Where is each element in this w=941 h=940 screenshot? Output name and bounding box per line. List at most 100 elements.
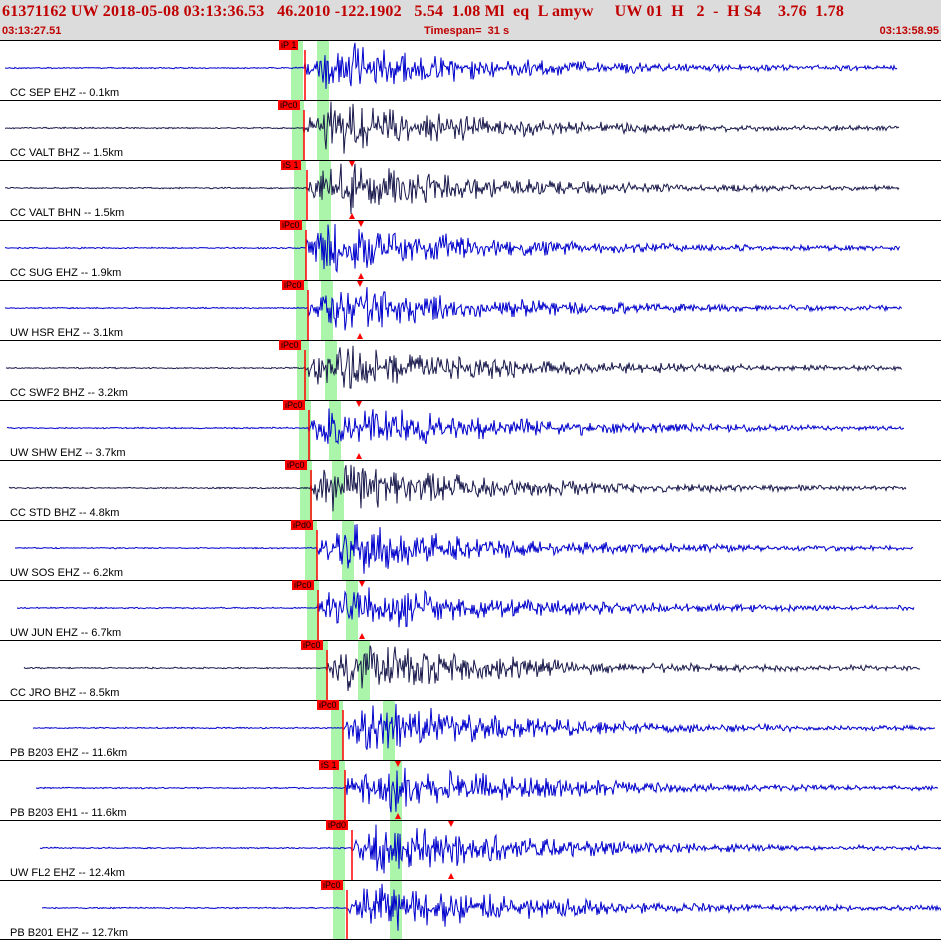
pick-window-band bbox=[317, 40, 329, 100]
waveform[interactable] bbox=[5, 101, 900, 154]
start-time: 03:13:27.51 bbox=[2, 25, 62, 37]
pick-window-band bbox=[300, 460, 312, 520]
waveform[interactable] bbox=[4, 287, 903, 331]
pick-window-band bbox=[307, 580, 319, 640]
pick-window-band bbox=[331, 700, 343, 760]
pick-window-band bbox=[319, 160, 331, 220]
s-pick-marker-bottom[interactable] bbox=[357, 333, 363, 339]
s-pick-marker-top[interactable] bbox=[358, 221, 364, 227]
pick-flag[interactable]: iPc0 bbox=[285, 460, 307, 470]
channel-row[interactable] bbox=[0, 100, 941, 160]
s-pick-marker-top[interactable] bbox=[357, 281, 363, 287]
channel-row[interactable] bbox=[0, 160, 941, 220]
pick-flag[interactable]: iS 1 bbox=[319, 760, 339, 770]
waveform[interactable] bbox=[16, 587, 915, 628]
channel-label: CC JRO BHZ -- 8.5km bbox=[10, 687, 120, 699]
pick-flag[interactable]: iPc0 bbox=[278, 100, 300, 110]
channel-label: UW FL2 EHZ -- 12.4km bbox=[10, 867, 125, 879]
timespan: Timespan= 31 s bbox=[424, 25, 510, 37]
channel-row[interactable] bbox=[0, 220, 941, 280]
channel-label: UW SOS EHZ -- 6.2km bbox=[10, 567, 124, 579]
waveform[interactable] bbox=[4, 42, 898, 89]
pick-window-band bbox=[333, 880, 345, 940]
channel-row[interactable] bbox=[0, 700, 941, 760]
pick-window-band bbox=[297, 340, 309, 400]
pick-window-band bbox=[291, 40, 303, 100]
waveform[interactable] bbox=[41, 883, 941, 931]
pick-flag[interactable]: iPc0 bbox=[282, 280, 304, 290]
pick-flag[interactable]: iS 1 bbox=[281, 160, 301, 170]
waveform[interactable] bbox=[23, 645, 921, 692]
channel-label: CC VALT BHZ -- 1.5km bbox=[10, 147, 124, 159]
pick-flag[interactable]: iPc0 bbox=[301, 640, 323, 650]
s-pick-marker-top[interactable] bbox=[395, 761, 401, 767]
pick-window-band bbox=[333, 760, 345, 820]
channel-label: UW JUN EHZ -- 6.7km bbox=[10, 627, 122, 639]
event-summary: 61371162 UW 2018-05-08 03:13:36.53 46.20… bbox=[2, 3, 845, 20]
pick-window-band bbox=[294, 220, 306, 280]
channel-label: UW HSR EHZ -- 3.1km bbox=[10, 327, 124, 339]
waveform[interactable] bbox=[5, 163, 900, 215]
pick-window-band bbox=[346, 580, 358, 640]
s-pick-marker-top[interactable] bbox=[448, 821, 454, 827]
channel-label: PB B203 EH1 -- 11.6km bbox=[10, 807, 127, 819]
waveform[interactable] bbox=[5, 345, 903, 389]
s-pick-marker-top[interactable] bbox=[356, 401, 362, 407]
pick-flag[interactable]: iPc0 bbox=[317, 700, 339, 710]
channel-row[interactable] bbox=[0, 580, 941, 640]
trace-canvas[interactable] bbox=[0, 40, 941, 940]
channel-row[interactable] bbox=[0, 280, 941, 340]
waveform[interactable] bbox=[39, 824, 941, 874]
channel-row[interactable] bbox=[0, 880, 941, 940]
pick-flag[interactable]: iPc0 bbox=[279, 340, 301, 350]
channel-label: CC SEP EHZ -- 0.1km bbox=[10, 87, 120, 99]
pick-window-band bbox=[316, 640, 328, 700]
pick-flag[interactable]: iPd0 bbox=[291, 520, 314, 530]
pick-flag[interactable]: iPc0 bbox=[283, 400, 305, 410]
pick-flag[interactable]: iPd0 bbox=[326, 820, 349, 830]
waveform[interactable] bbox=[14, 524, 914, 574]
pick-window-band bbox=[305, 520, 317, 580]
waveform[interactable] bbox=[8, 464, 907, 512]
channel-row[interactable] bbox=[0, 460, 941, 520]
s-pick-marker-top[interactable] bbox=[349, 161, 355, 167]
channel-row[interactable] bbox=[0, 640, 941, 700]
channel-row[interactable] bbox=[0, 400, 941, 460]
channel-label: CC STD BHZ -- 4.8km bbox=[10, 507, 120, 519]
s-pick-marker-top[interactable] bbox=[359, 581, 365, 587]
channel-row[interactable] bbox=[0, 760, 941, 820]
channel-row[interactable] bbox=[0, 340, 941, 400]
pick-flag[interactable]: iPc0 bbox=[321, 880, 343, 890]
event-header: 61371162 UW 2018-05-08 03:13:36.53 46.20… bbox=[0, 0, 941, 41]
s-pick-marker-bottom[interactable] bbox=[359, 633, 365, 639]
s-pick-marker-bottom[interactable] bbox=[358, 273, 364, 279]
pick-window-band bbox=[332, 460, 344, 520]
end-time: 03:13:58.95 bbox=[879, 25, 939, 37]
pick-window-band bbox=[299, 400, 311, 460]
pick-window-band bbox=[294, 160, 306, 220]
pick-flag[interactable]: iPc0 bbox=[280, 220, 302, 230]
channel-row[interactable] bbox=[0, 40, 941, 100]
s-pick-marker-bottom[interactable] bbox=[448, 873, 454, 879]
channel-row[interactable] bbox=[0, 820, 941, 880]
seismogram-panel[interactable]: CC SEP EHZ -- 0.1km iP 1 CC VALT BHZ -- 1.… bbox=[0, 40, 941, 940]
pick-flag[interactable]: iP 1 bbox=[279, 40, 299, 50]
pick-window-band bbox=[390, 760, 402, 820]
pick-window-band bbox=[296, 280, 308, 340]
channel-label: PB B201 EHZ -- 12.7km bbox=[10, 927, 128, 939]
s-pick-marker-bottom[interactable] bbox=[395, 813, 401, 819]
waveform[interactable] bbox=[6, 408, 905, 445]
channel-label: CC VALT BHN -- 1.5km bbox=[10, 207, 125, 219]
pick-window-band bbox=[333, 820, 345, 880]
pick-flag[interactable]: iPc0 bbox=[292, 580, 314, 590]
waveform[interactable] bbox=[32, 703, 936, 750]
s-pick-marker-bottom[interactable] bbox=[349, 213, 355, 219]
channel-label: CC SUG EHZ -- 1.9km bbox=[10, 267, 122, 279]
waveform[interactable] bbox=[35, 767, 939, 813]
waveform[interactable] bbox=[4, 223, 901, 273]
channel-label: CC SWF2 BHZ -- 3.2km bbox=[10, 387, 128, 399]
channel-label: PB B203 EHZ -- 11.6km bbox=[10, 747, 128, 759]
channel-row[interactable] bbox=[0, 520, 941, 580]
s-pick-marker-bottom[interactable] bbox=[356, 453, 362, 459]
channel-label: UW SHW EHZ -- 3.7km bbox=[10, 447, 126, 459]
